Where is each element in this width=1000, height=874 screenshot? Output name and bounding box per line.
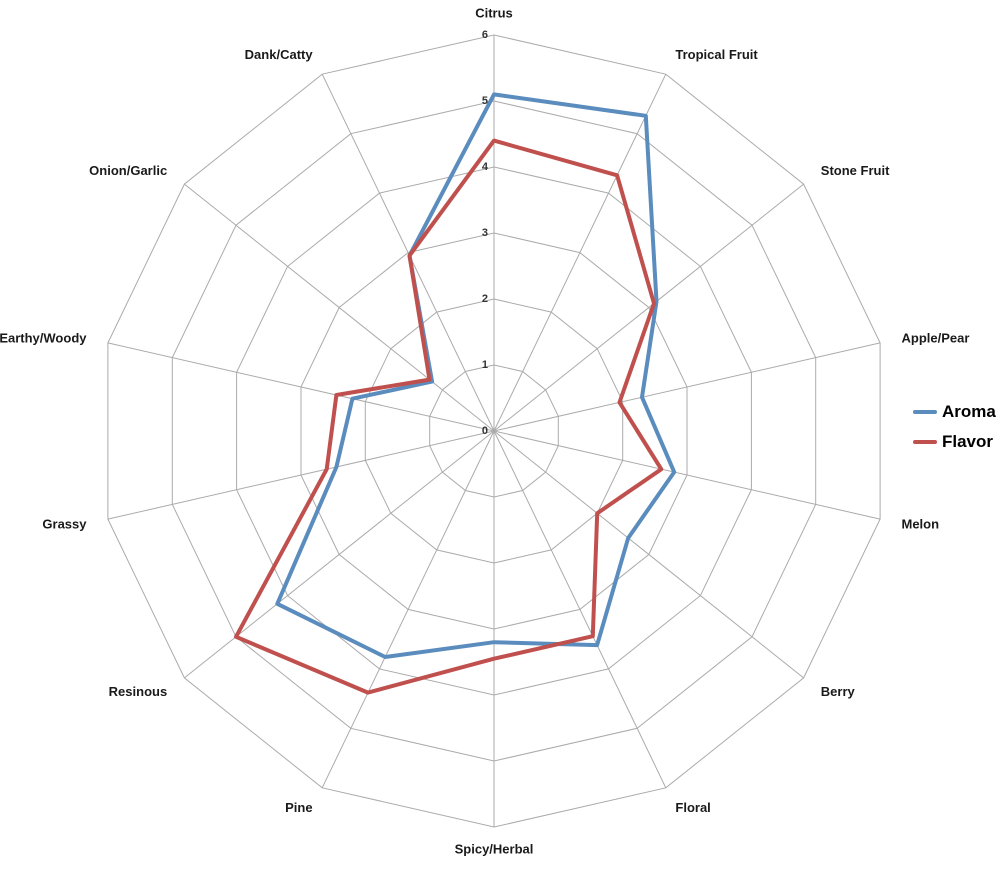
axis-label-spicy-herbal: Spicy/Herbal — [455, 842, 534, 857]
series-line-flavor — [234, 138, 664, 695]
radial-tick-5: 5 — [482, 95, 488, 107]
legend-item-aroma: Aroma — [913, 402, 996, 422]
axis-label-floral: Floral — [675, 800, 710, 815]
axis-label-dank-catty: Dank/Catty — [245, 47, 314, 62]
radial-tick-2: 2 — [482, 293, 488, 305]
legend-item-flavor: Flavor — [913, 431, 996, 452]
axis-spoke-grassy — [107, 430, 495, 520]
legend-label-aroma: Aroma — [942, 402, 996, 421]
radial-tick-0: 0 — [482, 425, 488, 437]
axis-label-berry: Berry — [821, 684, 856, 699]
radial-tick-3: 3 — [482, 227, 488, 239]
axis-spoke-melon — [493, 430, 881, 520]
aroma-line-marker-icon — [913, 410, 937, 415]
axis-spoke-resinous — [184, 430, 495, 679]
axis-spoke-stone-fruit — [493, 183, 804, 432]
radial-tick-6: 6 — [482, 29, 488, 41]
axis-label-pine: Pine — [285, 800, 312, 815]
axis-label-onion-garlic: Onion/Garlic — [89, 163, 167, 178]
series-line-aroma — [275, 92, 677, 659]
axis-spoke-dank-catty — [321, 73, 495, 432]
flavor-line-marker-icon — [913, 440, 937, 445]
axis-label-tropical-fruit: Tropical Fruit — [675, 47, 758, 62]
axis-label-earthy-woody: Earthy/Woody — [0, 331, 87, 346]
axis-spoke-tropical-fruit — [493, 73, 667, 432]
axis-label-melon: Melon — [902, 517, 940, 532]
axis-label-resinous: Resinous — [109, 684, 168, 699]
radial-tick-1: 1 — [482, 359, 488, 371]
axis-label-apple-pear: Apple/Pear — [902, 331, 970, 346]
axis-label-citrus: Citrus — [475, 6, 513, 21]
legend-label-flavor: Flavor — [942, 431, 994, 451]
axis-spoke-floral — [493, 430, 667, 789]
axis-spoke-pine — [321, 430, 495, 789]
axis-label-stone-fruit: Stone Fruit — [821, 163, 890, 178]
axis-spoke-earthy-woody — [107, 342, 495, 432]
legend: Aroma Flavor — [913, 402, 996, 452]
axis-spoke-onion-garlic — [184, 183, 495, 432]
axis-label-grassy: Grassy — [42, 517, 87, 532]
axis-spoke-apple-pear — [493, 342, 881, 432]
radial-tick-4: 4 — [482, 161, 489, 173]
axis-spoke-berry — [493, 430, 804, 679]
